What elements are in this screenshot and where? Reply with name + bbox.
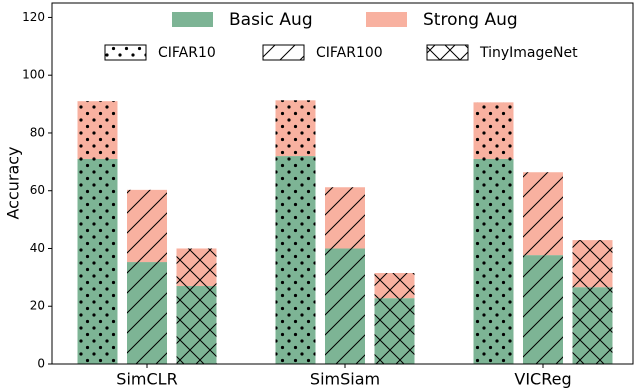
bar-hatch (523, 255, 563, 364)
bar-hatch (275, 156, 316, 364)
bar-hatch (473, 102, 514, 159)
y-tick-label: 80 (30, 125, 45, 139)
y-axis-label: Accuracy (4, 146, 23, 219)
bar-hatch (473, 158, 514, 364)
y-tick-label: 40 (30, 241, 45, 255)
legend-swatch (366, 12, 407, 27)
plot-frame (51, 2, 634, 365)
y-tick-label: 100 (22, 68, 45, 82)
y-tick-label: 0 (37, 357, 45, 371)
x-tick-label: SimSiam (310, 370, 380, 389)
y-tick-label: 20 (30, 299, 45, 313)
bar-hatch (523, 172, 563, 256)
legend-hatch (104, 44, 147, 61)
bar-hatch (176, 248, 217, 287)
bar-hatch (77, 158, 118, 364)
x-tick-label: VICReg (514, 370, 571, 389)
bar-hatch (176, 286, 217, 364)
y-tick-label: 60 (30, 183, 45, 197)
legend-hatch (262, 44, 305, 61)
bar-hatch (325, 248, 365, 364)
legend-label: CIFAR100 (316, 45, 383, 61)
bar-hatch (127, 189, 167, 263)
bar-hatch (77, 101, 118, 159)
y-tick-label: 120 (22, 10, 45, 24)
bar-hatch (275, 100, 316, 157)
bar-hatch (127, 262, 167, 364)
bar-hatch (572, 240, 613, 288)
legend-label: CIFAR10 (158, 45, 216, 61)
legend-label: Strong Aug (423, 10, 518, 30)
legend-label: TinyImageNet (479, 45, 578, 61)
legend-swatch (172, 12, 213, 27)
legend-hatch (426, 44, 469, 61)
bar-hatch (374, 273, 415, 299)
bar-hatch (572, 287, 613, 364)
bar-hatch (325, 187, 365, 249)
legend-label: Basic Aug (229, 10, 313, 30)
x-tick-label: SimCLR (116, 370, 177, 389)
bar-hatch (374, 298, 415, 364)
